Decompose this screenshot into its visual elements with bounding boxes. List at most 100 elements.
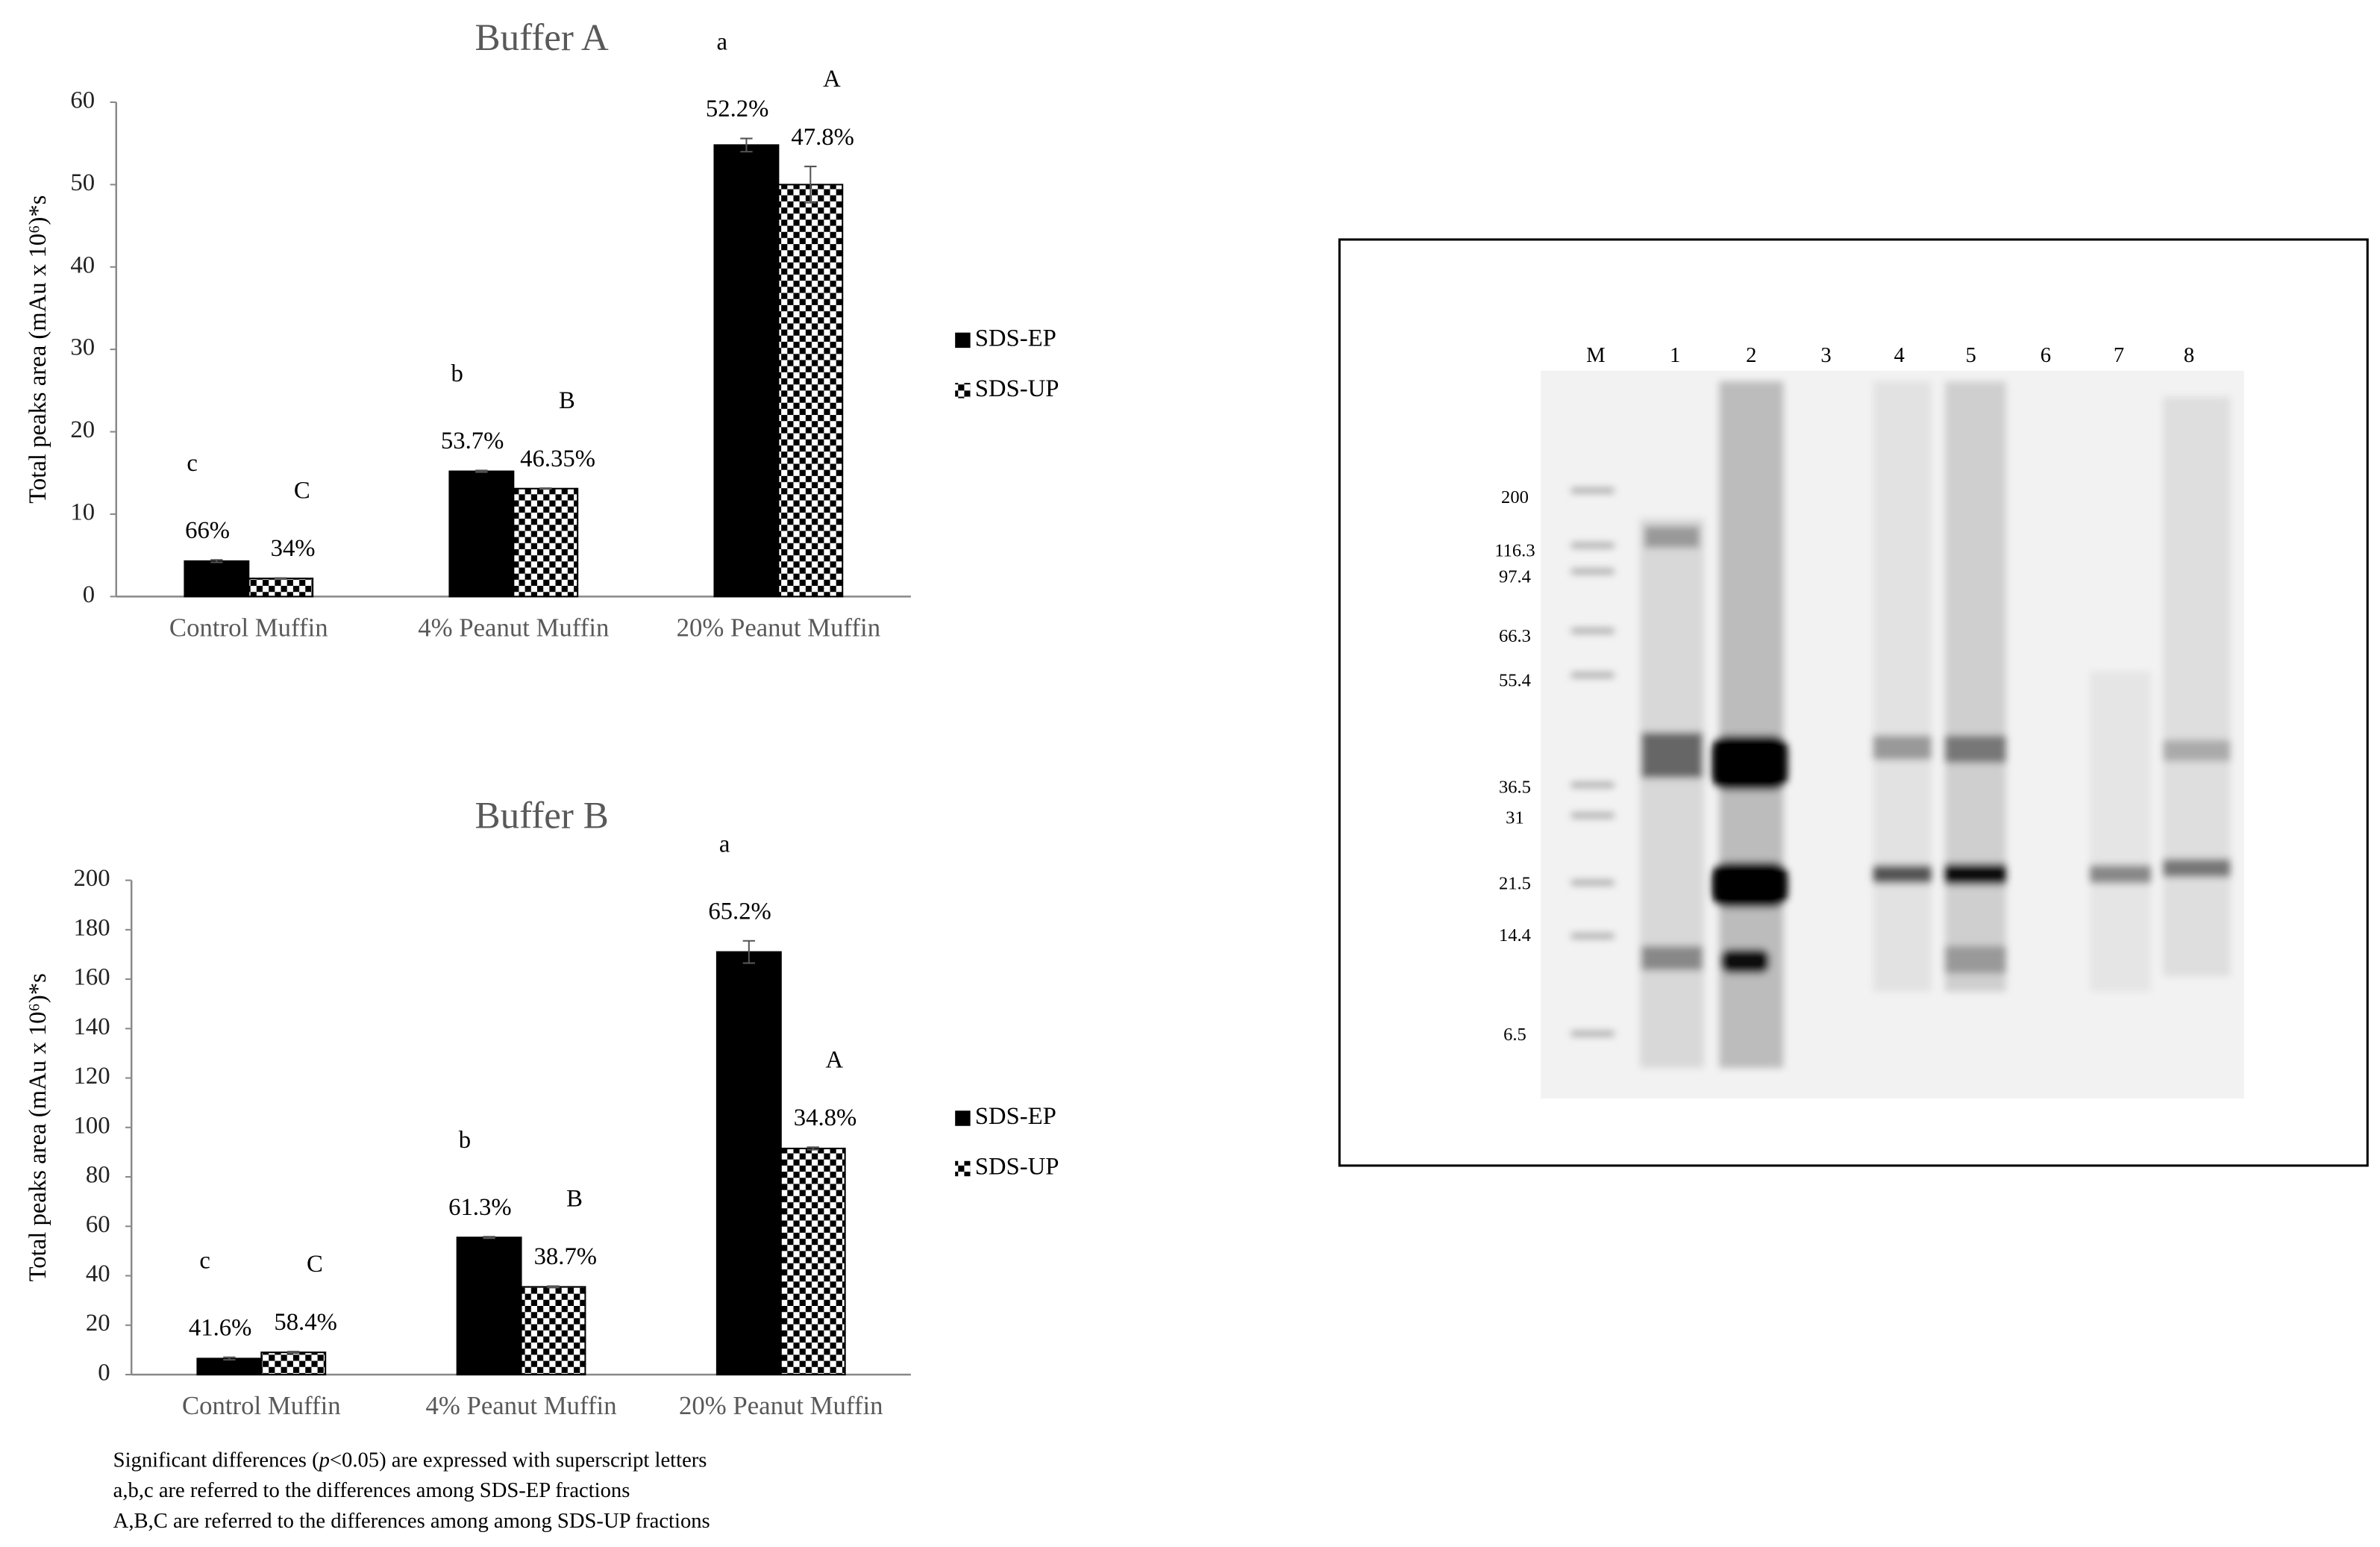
- error-bar: [539, 487, 552, 490]
- note-text: Significant differences (: [113, 1448, 319, 1472]
- note-line: a,b,c are referred to the differences am…: [113, 1478, 630, 1502]
- y-tick-label: 30: [70, 334, 95, 361]
- y-tick-label: 160: [74, 964, 110, 991]
- bar: [260, 1351, 327, 1376]
- chart-title: Buffer B: [475, 795, 608, 837]
- letter-label: B: [559, 387, 575, 414]
- legend-swatch: [955, 332, 971, 349]
- error-bar: [223, 1356, 236, 1361]
- y-axis-label: Total peaks area (mAu x 10⁶)*s: [25, 973, 51, 1281]
- legend-label: SDS-UP: [975, 1153, 1059, 1180]
- bar: [513, 487, 579, 598]
- marker-label: 66.3: [1499, 626, 1531, 646]
- bar: [456, 1237, 522, 1376]
- error-bar: [287, 1351, 300, 1354]
- legend-label: SDS-UP: [975, 375, 1059, 402]
- chart-title: Buffer A: [475, 16, 608, 59]
- percent-label: 58.4%: [274, 1309, 336, 1336]
- y-tick-label: 20: [86, 1310, 110, 1337]
- lane-label: M: [1586, 343, 1605, 367]
- lane-label: 2: [1746, 343, 1756, 367]
- bar: [715, 951, 782, 1376]
- y-tick-label: 60: [70, 87, 95, 113]
- marker-label: 200: [1501, 487, 1529, 507]
- error-bar: [547, 1285, 560, 1289]
- marker-label: 55.4: [1499, 670, 1531, 690]
- lane-label: 3: [1820, 343, 1831, 367]
- y-tick-label: 100: [74, 1112, 110, 1139]
- percent-label: 47.8%: [791, 124, 854, 151]
- x-tick-label: Control Muffin: [169, 613, 328, 642]
- letter-label: C: [294, 478, 310, 504]
- legend-swatch: [955, 383, 971, 399]
- letter-label: a: [719, 831, 730, 857]
- percent-label: 46.35%: [520, 446, 595, 472]
- percent-label: 65.2%: [708, 898, 771, 925]
- legend-swatch: [955, 1160, 971, 1177]
- percent-label: 52.2%: [706, 96, 768, 122]
- letter-label: a: [716, 28, 727, 55]
- bar: [248, 578, 314, 598]
- marker-label: 97.4: [1499, 566, 1531, 587]
- y-tick-label: 60: [86, 1211, 110, 1238]
- bar: [780, 1147, 846, 1376]
- y-tick-label: 0: [83, 581, 95, 608]
- marker-label: 21.5: [1499, 873, 1531, 893]
- bar: [196, 1357, 263, 1376]
- y-tick-label: 200: [74, 865, 110, 892]
- error-bar: [804, 166, 817, 204]
- y-tick-label: 120: [74, 1063, 110, 1090]
- y-tick-label: 20: [70, 416, 95, 443]
- lane-label: 1: [1670, 343, 1680, 367]
- lane-label: 7: [2114, 343, 2124, 367]
- x-tick-label: Control Muffin: [182, 1391, 341, 1420]
- error-bar: [210, 559, 223, 563]
- error-bar: [742, 940, 756, 964]
- letter-label: b: [459, 1127, 471, 1154]
- y-tick-label: 80: [86, 1162, 110, 1189]
- footnote: Significant differences (p<0.05) are exp…: [113, 1448, 710, 1533]
- percent-label: 38.7%: [534, 1243, 597, 1270]
- error-bar: [275, 577, 287, 580]
- lane-label: 4: [1894, 343, 1904, 367]
- marker-label: 31: [1506, 807, 1524, 828]
- letter-label: b: [451, 360, 463, 387]
- legend-swatch: [955, 1110, 971, 1126]
- y-tick-label: 180: [74, 914, 110, 941]
- error-bar: [807, 1146, 819, 1151]
- percent-label: 34%: [271, 535, 316, 562]
- error-bar: [740, 137, 753, 153]
- marker-label: 6.5: [1503, 1025, 1526, 1045]
- note-line: Significant differences (p<0.05) are exp…: [113, 1448, 707, 1472]
- error-bar: [483, 1236, 495, 1240]
- percent-label: 53.7%: [441, 428, 504, 454]
- letter-label: c: [187, 450, 198, 477]
- note-text: <0.05) are expressed with superscript le…: [330, 1448, 707, 1472]
- lane-label: 6: [2041, 343, 2051, 367]
- lane-label: 5: [1966, 343, 1976, 367]
- percent-label: 66%: [185, 517, 230, 544]
- letter-label: c: [199, 1248, 210, 1275]
- y-tick-label: 40: [70, 251, 95, 278]
- legend-label: SDS-EP: [975, 325, 1056, 351]
- y-axis-label: Total peaks area (mAu x 10⁶)*s: [25, 196, 51, 504]
- letter-label: C: [307, 1251, 323, 1278]
- x-tick-label: 20% Peanut Muffin: [679, 1391, 883, 1420]
- letter-label: A: [826, 1046, 844, 1073]
- marker-label: 36.5: [1499, 778, 1531, 798]
- gel-panel: [1338, 238, 2369, 1167]
- bar: [448, 470, 515, 598]
- error-bar: [475, 469, 488, 473]
- x-tick-label: 20% Peanut Muffin: [677, 613, 880, 642]
- letter-label: A: [823, 66, 841, 93]
- letter-label: B: [566, 1185, 583, 1212]
- bar: [713, 144, 780, 598]
- bar: [184, 560, 250, 598]
- percent-label: 61.3%: [448, 1194, 511, 1221]
- y-tick-label: 50: [70, 169, 95, 196]
- percent-label: 34.8%: [794, 1104, 857, 1131]
- y-tick-label: 140: [74, 1013, 110, 1040]
- marker-label: 116.3: [1494, 541, 1535, 561]
- bar: [777, 184, 844, 598]
